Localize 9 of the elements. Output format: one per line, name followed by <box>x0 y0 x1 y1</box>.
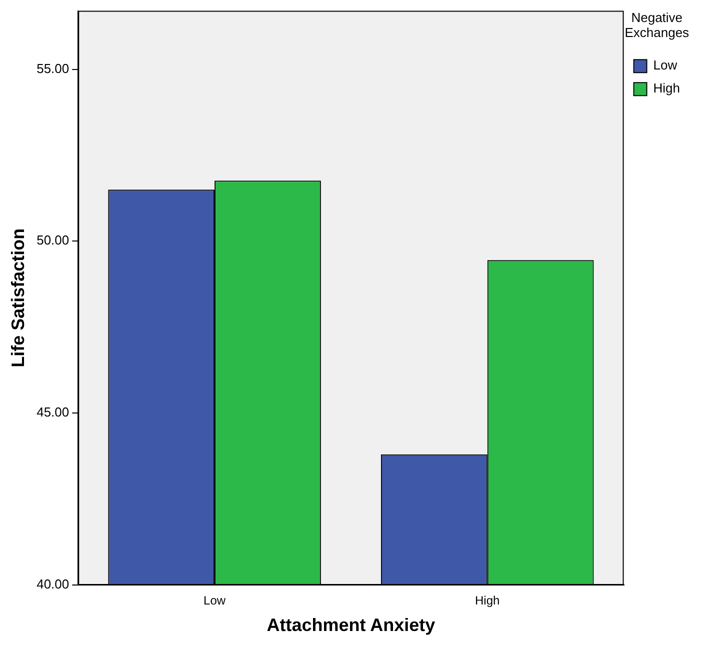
y-tick-label: 40.00 <box>36 576 70 592</box>
y-axis-title: Life Satisfaction <box>8 228 28 368</box>
x-axis-title: Attachment Anxiety <box>266 615 436 636</box>
legend-title: Negative Exchanges <box>624 10 690 40</box>
y-tick-label: 45.00 <box>36 404 70 420</box>
y-tick-label: 50.00 <box>36 232 70 248</box>
y-tick-label: 55.00 <box>36 60 70 76</box>
legend-label: Low <box>653 58 678 73</box>
legend-label: High <box>653 80 680 96</box>
